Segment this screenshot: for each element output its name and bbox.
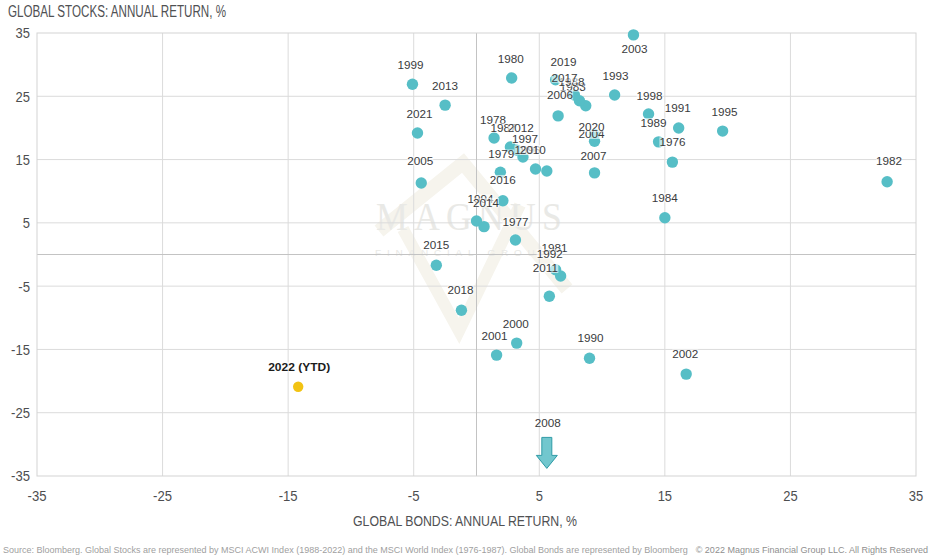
data-point-1999 (407, 79, 418, 90)
footer-copyright: © 2022 Magnus Financial Group LLC. All R… (696, 545, 928, 555)
data-point-2014 (478, 221, 489, 232)
data-point-1991 (673, 122, 684, 133)
y-tick-label: 15 (16, 151, 30, 168)
point-label: 2014 (473, 196, 500, 209)
data-point-2015 (431, 260, 442, 271)
point-label: 1993 (603, 69, 629, 82)
point-label: 2016 (490, 173, 516, 186)
data-point-1982 (881, 176, 892, 187)
scatter-chart: MAGNUS FINANCIAL GROUP 19761977197819791… (0, 0, 930, 558)
point-label: 2005 (407, 154, 434, 167)
point-label: 2013 (432, 79, 458, 92)
point-label: 1992 (537, 247, 563, 260)
point-label: 2018 (447, 283, 473, 296)
point-label: 1991 (665, 101, 691, 114)
point-label: 1976 (659, 135, 685, 148)
point-label: 1982 (876, 154, 902, 167)
point-label: 2003 (621, 42, 647, 55)
data-point-2007 (589, 167, 600, 178)
data-point-1995 (717, 125, 728, 136)
point-label: 2012 (508, 121, 534, 134)
data-point-1993 (609, 89, 620, 100)
point-label: 1979 (488, 147, 514, 160)
data-point-2011 (544, 291, 555, 302)
data-point-1976 (667, 156, 678, 167)
watermark-subtitle: FINANCIAL GROUP (375, 247, 553, 258)
x-tick-label: -35 (28, 487, 47, 504)
point-label: 1998 (637, 89, 663, 102)
point-label: 1995 (712, 105, 739, 118)
point-label: 2017 (551, 71, 577, 84)
data-point-2005 (416, 177, 427, 188)
x-tick-label: 5 (536, 487, 543, 504)
point-labels: 1976197719781979198019811982198319841987… (268, 42, 902, 373)
off-chart-arrow-group: 2008 (535, 416, 561, 468)
y-tick-label: 5 (23, 214, 30, 231)
chart-title: GLOBAL STOCKS: ANNUAL RETURN, % (8, 3, 226, 20)
data-point-1990 (584, 353, 595, 364)
x-tick-label: 35 (909, 487, 923, 504)
data-point-2002 (681, 368, 692, 379)
x-tick-label: 25 (783, 487, 797, 504)
data-point-2021 (412, 127, 423, 138)
data-point-2000 (511, 337, 522, 348)
x-axis-title: GLOBAL BONDS: ANNUAL RETURN, % (353, 512, 577, 529)
data-point-2003 (628, 29, 639, 40)
y-tick-label: 25 (16, 88, 30, 105)
data-point-2013 (439, 99, 450, 110)
data-point-1977 (510, 234, 521, 245)
point-label: 2007 (581, 149, 607, 162)
x-tick-label: -15 (279, 487, 298, 504)
x-tick-label: 15 (658, 487, 672, 504)
point-label: 1977 (502, 215, 528, 228)
y-tick-label: -35 (11, 467, 30, 484)
data-point-2006 (552, 110, 563, 121)
gridlines (37, 33, 916, 476)
point-label: 1990 (578, 331, 605, 344)
point-label: 2010 (520, 143, 547, 156)
data-point-1984 (659, 212, 670, 223)
footer-source: Source: Bloomberg. Global Stocks are rep… (3, 545, 688, 555)
point-label: 2015 (423, 238, 450, 251)
data-point-1978 (488, 132, 499, 143)
x-tick-label: -25 (153, 487, 172, 504)
point-label: 2020 (579, 120, 606, 133)
point-label: 2006 (547, 88, 573, 101)
point-label: 2021 (406, 107, 432, 120)
point-label: 2011 (533, 261, 558, 274)
data-point-1980 (506, 72, 517, 83)
data-point-1996 (530, 163, 541, 174)
point-label: 2001 (482, 329, 508, 342)
point-label: 2022 (YTD) (268, 360, 330, 373)
point-label: 2002 (672, 347, 698, 360)
data-point-2018 (456, 304, 467, 315)
point-label: 2019 (551, 55, 577, 68)
y-tick-label: -15 (11, 341, 30, 358)
x-tick-label: -5 (408, 487, 420, 504)
point-label: 1984 (652, 191, 679, 204)
y-tick-label: -5 (18, 278, 30, 295)
point-label-2008: 2008 (535, 416, 561, 429)
data-point-2022-ytd (293, 382, 303, 392)
data-point-2010 (541, 165, 552, 176)
data-point-2001 (491, 349, 502, 360)
y-tick-label: -25 (11, 404, 30, 421)
point-label: 1999 (397, 58, 423, 71)
y-tick-label: 35 (16, 24, 30, 41)
point-label: 1980 (498, 52, 525, 65)
point-label: 1989 (641, 116, 667, 129)
